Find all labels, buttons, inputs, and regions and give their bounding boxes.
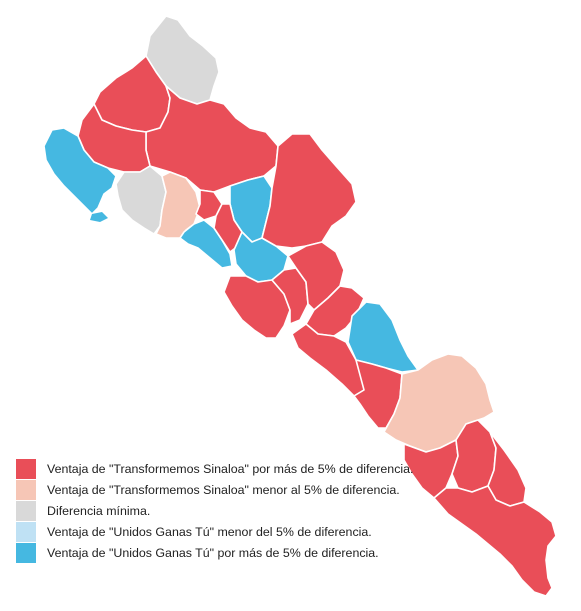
legend: Ventaja de "Transformemos Sinaloa" por m… [16, 459, 414, 564]
legend-label: Ventaja de "Transformemos Sinaloa" menor… [47, 483, 400, 497]
municipality-region[interactable] [271, 267, 309, 325]
municipality-region[interactable] [433, 485, 557, 597]
municipality-region[interactable] [43, 127, 117, 215]
legend-label: Diferencia mínima. [47, 504, 151, 518]
municipality-region[interactable] [403, 439, 459, 499]
legend-item: Diferencia mínima. [16, 501, 414, 521]
legend-label: Ventaja de "Unidos Ganas Tú" menor del 5… [47, 525, 372, 539]
legend-item: Ventaja de "Transformemos Sinaloa" por m… [16, 459, 414, 479]
legend-item: Ventaja de "Unidos Ganas Tú" menor del 5… [16, 522, 414, 542]
island-shape [90, 212, 108, 222]
municipality-region[interactable] [195, 189, 223, 221]
legend-item: Ventaja de "Transformemos Sinaloa" menor… [16, 480, 414, 500]
municipality-region[interactable] [223, 275, 291, 339]
legend-swatch [16, 543, 36, 563]
legend-swatch [16, 501, 36, 521]
municipality-regions [43, 15, 557, 597]
legend-label: Ventaja de "Transformemos Sinaloa" por m… [47, 462, 414, 476]
legend-label: Ventaja de "Unidos Ganas Tú" por más de … [47, 546, 379, 560]
legend-swatch [16, 459, 36, 479]
municipality-region[interactable] [179, 219, 233, 269]
legend-swatch [16, 480, 36, 500]
municipality-region[interactable] [115, 165, 167, 235]
legend-swatch [16, 522, 36, 542]
legend-item: Ventaja de "Unidos Ganas Tú" por más de … [16, 543, 414, 563]
